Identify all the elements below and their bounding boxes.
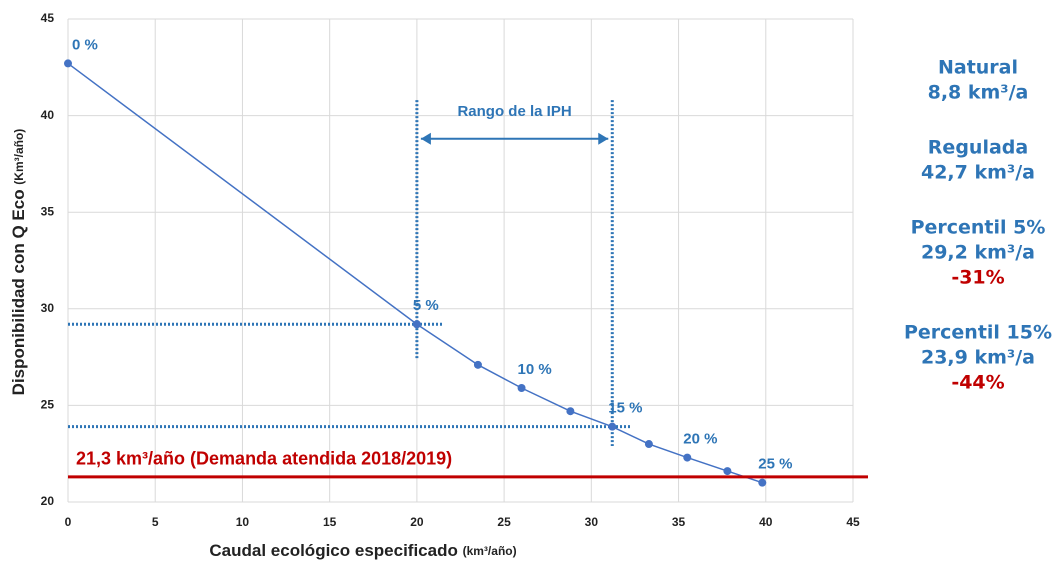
data-point	[644, 440, 653, 449]
panel-value: 29,2 km³/a	[921, 242, 1035, 264]
range-label: Rango de la IPH	[457, 103, 571, 120]
x-tick-label: 10	[236, 515, 250, 529]
data-line	[67, 62, 763, 484]
panel-value: 23,9 km³/a	[921, 347, 1035, 369]
x-label-unit: (km³/año)	[463, 544, 517, 558]
panel-title: Regulada	[928, 137, 1028, 159]
y-tick-label: 40	[41, 108, 55, 122]
data-point	[723, 467, 732, 476]
data-point	[683, 453, 692, 462]
y-tick-label: 35	[41, 204, 55, 218]
point-label: 20 %	[683, 431, 717, 448]
y-tick-label: 45	[41, 11, 55, 25]
point-label: 0 %	[72, 36, 98, 53]
point-label: 5 %	[413, 297, 439, 314]
panel-change: -31%	[951, 267, 1004, 289]
panel-title: Percentil 15%	[904, 322, 1052, 344]
data-point	[566, 407, 575, 416]
x-tick-label: 25	[497, 515, 511, 529]
y-tick-label: 25	[41, 398, 55, 412]
point-label: 10 %	[518, 361, 552, 378]
panel-value: 8,8 km³/a	[928, 82, 1029, 104]
demand-label: 21,3 km³/año (Demanda atendida 2018/2019…	[76, 449, 452, 469]
point-label: 25 %	[758, 456, 792, 473]
y-label-main: Disponibilidad con Q Eco	[9, 189, 28, 395]
panel-title: Natural	[938, 57, 1018, 79]
data-point	[64, 59, 72, 68]
data-point	[758, 478, 767, 487]
x-tick-label: 45	[846, 515, 860, 529]
x-tick-label: 5	[152, 515, 159, 529]
point-label: 15 %	[608, 400, 642, 417]
data-point	[517, 384, 526, 393]
x-tick-label: 15	[323, 515, 337, 529]
y-tick-label: 30	[41, 301, 55, 315]
y-axis-label: Disponibilidad con Q Eco (Km³/año)	[9, 129, 28, 396]
y-label-unit: (Km³/año)	[12, 129, 26, 185]
x-tick-label: 30	[585, 515, 599, 529]
x-tick-label: 35	[672, 515, 686, 529]
x-tick-label: 0	[65, 515, 72, 529]
y-tick-label: 20	[41, 494, 55, 508]
x-tick-label: 20	[410, 515, 424, 529]
x-axis-label: Caudal ecológico especificado (km³/año)	[209, 541, 516, 560]
panel-value: 42,7 km³/a	[921, 162, 1035, 184]
data-point	[473, 360, 482, 369]
panel-change: -44%	[951, 372, 1004, 394]
data-point	[608, 422, 617, 431]
panel-title: Percentil 5%	[911, 217, 1046, 239]
x-tick-label: 40	[759, 515, 773, 529]
x-label-main: Caudal ecológico especificado	[209, 541, 457, 560]
data-point	[412, 320, 421, 329]
